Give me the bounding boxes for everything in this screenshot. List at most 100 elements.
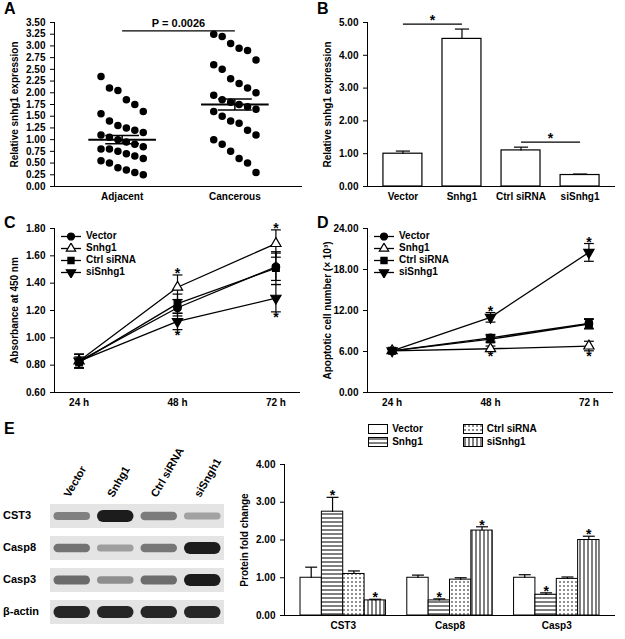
svg-text:3.00: 3.00 (339, 82, 359, 93)
svg-text:*: * (586, 526, 592, 542)
svg-text:1.75: 1.75 (26, 99, 46, 110)
svg-text:1.50: 1.50 (26, 110, 46, 121)
svg-text:2.00: 2.00 (26, 87, 46, 98)
svg-text:2.50: 2.50 (26, 64, 46, 75)
svg-text:Relative snhg1 expression: Relative snhg1 expression (9, 41, 20, 167)
svg-text:Casp3: Casp3 (3, 573, 36, 585)
svg-text:1.20: 1.20 (26, 305, 46, 316)
svg-text:2.25: 2.25 (26, 75, 46, 86)
svg-text:*: * (479, 517, 485, 533)
svg-text:0.00: 0.00 (339, 387, 359, 398)
svg-text:24.00: 24.00 (333, 223, 358, 234)
svg-text:3.50: 3.50 (26, 17, 46, 28)
svg-text:Casp8: Casp8 (435, 620, 465, 631)
html-text:Ctrl siRNA: Ctrl siRNA (86, 254, 136, 265)
svg-text:1.00: 1.00 (26, 134, 46, 145)
html-text:B: B (317, 0, 329, 17)
svg-text:Vector: Vector (388, 191, 419, 202)
svg-text:*: * (273, 309, 279, 325)
svg-text:CST3: CST3 (3, 509, 31, 521)
html-text:Snhg1: Snhg1 (86, 242, 117, 253)
html-text:siSnhg1: siSnhg1 (486, 435, 526, 447)
svg-text:*: * (488, 303, 494, 319)
html-text:siSnhg1: siSnhg1 (86, 266, 125, 277)
svg-text:*: * (373, 589, 379, 605)
svg-text:*: * (488, 348, 494, 364)
svg-text:1.60: 1.60 (26, 250, 46, 261)
svg-text:P = 0.0026: P = 0.0026 (152, 17, 205, 29)
html-text:Vector: Vector (399, 230, 430, 241)
svg-text:*: * (273, 220, 279, 236)
svg-text:0.00: 0.00 (339, 181, 359, 192)
svg-text:*: * (437, 589, 443, 605)
svg-text:3.00: 3.00 (26, 40, 46, 51)
svg-text:Cancerous: Cancerous (209, 191, 261, 202)
svg-text:*: * (586, 348, 592, 364)
svg-text:1.00: 1.00 (26, 332, 46, 343)
svg-text:0.60: 0.60 (26, 387, 46, 398)
svg-text:12.00: 12.00 (333, 305, 358, 316)
svg-text:*: * (430, 12, 436, 28)
svg-text:1.80: 1.80 (26, 223, 46, 234)
html-text:Ctrl siRNA: Ctrl siRNA (399, 254, 449, 265)
svg-text:72 h: 72 h (266, 397, 286, 408)
html-text:Vector: Vector (392, 422, 423, 434)
svg-text:Ctrl siRNA: Ctrl siRNA (148, 445, 186, 499)
svg-text:3.25: 3.25 (26, 28, 46, 39)
svg-text:*: * (175, 265, 181, 281)
svg-text:5.00: 5.00 (339, 17, 359, 28)
svg-text:6.00: 6.00 (339, 346, 359, 357)
html-text:Ctrl siRNA: Ctrl siRNA (486, 422, 537, 434)
svg-text:2.75: 2.75 (26, 52, 46, 63)
svg-text:2.00: 2.00 (256, 534, 276, 545)
svg-text:β-actin: β-actin (3, 605, 39, 617)
svg-text:*: * (543, 583, 549, 599)
svg-text:2.00: 2.00 (339, 115, 359, 126)
svg-text:siSngh1: siSngh1 (192, 456, 224, 499)
svg-text:1.40: 1.40 (26, 277, 46, 288)
svg-text:*: * (330, 487, 336, 503)
svg-text:0.75: 0.75 (26, 146, 46, 157)
svg-text:*: * (175, 327, 181, 343)
html-text:Vector: Vector (86, 230, 117, 241)
svg-text:24 h: 24 h (382, 397, 402, 408)
svg-text:Relative snhg1 expression: Relative snhg1 expression (322, 41, 333, 167)
svg-text:72 h: 72 h (579, 397, 599, 408)
svg-text:Absorbance at 450 nm: Absorbance at 450 nm (9, 257, 20, 364)
html-text:Snhg1: Snhg1 (392, 435, 423, 447)
svg-text:0.25: 0.25 (26, 169, 46, 180)
svg-text:*: * (548, 130, 554, 146)
html-text:E: E (4, 420, 15, 437)
svg-text:1.00: 1.00 (339, 148, 359, 159)
svg-text:Ctrl siRNA: Ctrl siRNA (496, 191, 546, 202)
svg-text:Snhg1: Snhg1 (105, 464, 132, 499)
svg-text:Snhg1: Snhg1 (447, 191, 478, 202)
html-text:C: C (4, 214, 16, 231)
svg-text:Adjacent: Adjacent (101, 191, 144, 202)
svg-text:CST3: CST3 (330, 620, 356, 631)
svg-text:siSnhg1: siSnhg1 (561, 191, 600, 202)
svg-text:1.25: 1.25 (26, 122, 46, 133)
svg-text:Vector: Vector (61, 463, 89, 499)
svg-text:Protein fold change: Protein fold change (239, 493, 250, 587)
svg-text:0.00: 0.00 (256, 610, 276, 621)
svg-text:Apoptotic cell number (× 10³): Apoptotic cell number (× 10³) (322, 241, 333, 379)
svg-text:Casp3: Casp3 (542, 620, 572, 631)
svg-text:1.00: 1.00 (256, 572, 276, 583)
html-text:A: A (4, 0, 16, 17)
html-text:Snhg1: Snhg1 (399, 242, 430, 253)
svg-text:24 h: 24 h (69, 397, 89, 408)
html-text:D: D (317, 214, 329, 231)
svg-text:0.80: 0.80 (26, 359, 46, 370)
svg-text:4.00: 4.00 (256, 459, 276, 470)
html-text:siSnhg1: siSnhg1 (399, 266, 438, 277)
svg-text:0.50: 0.50 (26, 157, 46, 168)
svg-text:*: * (586, 234, 592, 250)
svg-text:3.00: 3.00 (256, 496, 276, 507)
svg-text:48 h: 48 h (480, 397, 500, 408)
svg-text:0.00: 0.00 (26, 181, 46, 192)
svg-text:Casp8: Casp8 (3, 541, 36, 553)
svg-text:18.00: 18.00 (333, 264, 358, 275)
svg-text:4.00: 4.00 (339, 50, 359, 61)
svg-text:48 h: 48 h (167, 397, 187, 408)
